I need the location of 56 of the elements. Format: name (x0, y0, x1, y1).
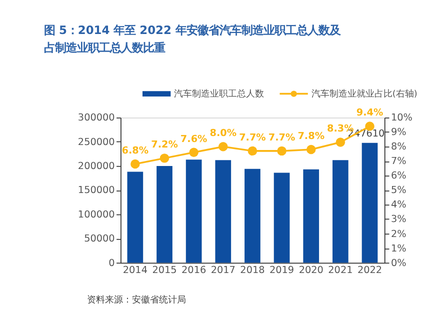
chart-title: 图 5：2014 年至 2022 年安徽省汽车制造业职工总人数及占制造业职工总人数比重 (44, 22, 342, 55)
y-tick-label: 300000 (78, 112, 115, 124)
y2-tick-label: 3% (391, 214, 406, 226)
y2-tick-label: 6% (391, 170, 406, 182)
point (160, 154, 170, 163)
data-label: 7.7% (268, 132, 296, 144)
x-tick-label: 2016 (182, 264, 206, 276)
point (248, 146, 258, 156)
bar (127, 172, 144, 263)
bar (244, 168, 260, 263)
data-label: 7.2% (151, 140, 178, 151)
point (218, 142, 228, 152)
x-tick-label: 2014 (122, 264, 148, 276)
x-tick-label: 2019 (270, 264, 294, 276)
y2-tick-label: 8% (391, 142, 406, 153)
x-tick-label: 2018 (240, 264, 265, 276)
bar (215, 160, 232, 263)
legend-label: 汽车制造业就业占比(右轴) (311, 88, 418, 100)
y-tick-label: 200000 (78, 161, 115, 172)
bar (362, 142, 378, 263)
x-tick-label: 2021 (328, 264, 353, 276)
x-tick-label: 2022 (357, 264, 382, 276)
data-label: 7.8% (298, 130, 325, 142)
data-label: 9.4% (356, 108, 384, 119)
y2-tick-label: 9% (391, 127, 406, 138)
x-tick-label: 2017 (210, 264, 236, 276)
legend-label: 汽车制造业职工总人数 (174, 88, 264, 100)
data-label: 7.6% (180, 134, 208, 145)
y-tick-label: 50000 (84, 234, 115, 245)
data-label: 6.8% (122, 145, 149, 156)
x-tick-label: 2020 (298, 264, 324, 276)
y2-tick-label: 0% (391, 258, 406, 269)
y2-tick-label: 2% (391, 228, 406, 240)
y-tick-label: 0 (108, 258, 115, 269)
y2-tick-label: 1% (391, 243, 406, 254)
bar (156, 166, 172, 263)
point (189, 148, 198, 157)
text: 资料来源：安徽省统计局 (87, 294, 186, 306)
y-tick-label: 100000 (78, 209, 115, 220)
y-tick-label: 150000 (78, 185, 115, 196)
y2-tick-label: 7% (391, 156, 406, 168)
bar (274, 172, 290, 263)
y2-tick-label: 4% (391, 200, 406, 211)
point (277, 146, 286, 156)
bar (332, 160, 348, 263)
bar (303, 169, 320, 263)
data-label: 8.0% (210, 128, 237, 140)
data-label: 7.7% (239, 132, 266, 144)
point (336, 138, 346, 147)
point (306, 144, 316, 154)
y-tick-label: 250000 (78, 136, 115, 148)
x-tick-label: 2015 (152, 264, 177, 276)
y2-tick-label: 5% (391, 185, 406, 196)
point (130, 159, 140, 169)
y2-tick-label: 10% (391, 112, 412, 124)
bar (186, 160, 202, 263)
